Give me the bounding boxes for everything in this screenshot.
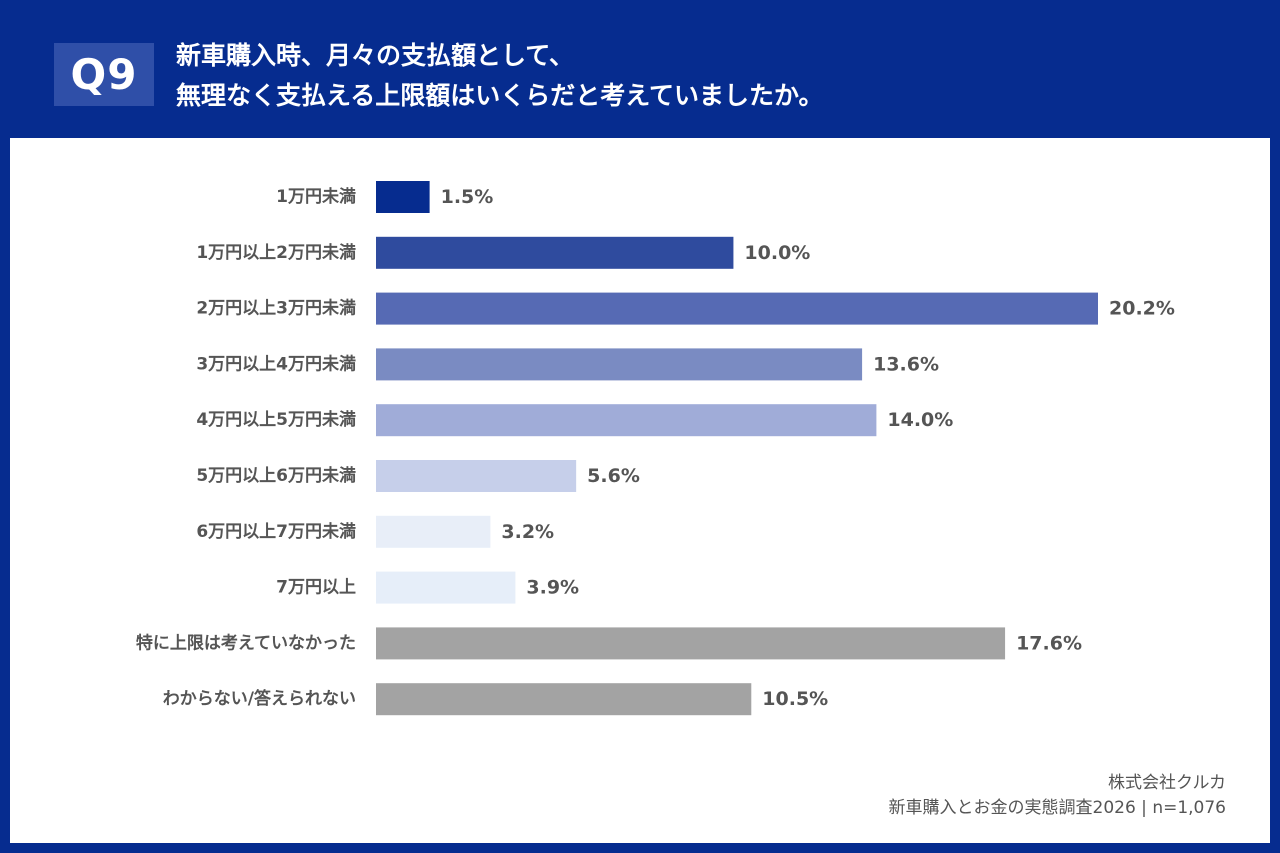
category-label: 5万円以上6万円未満 [196,465,356,486]
bar [376,236,734,269]
company-name: 株式会社クルカ [1108,773,1226,793]
bar [376,683,752,716]
value-label: 1.5% [441,186,494,208]
value-label: 20.2% [1109,298,1175,320]
value-label: 3.2% [501,521,554,543]
bar [376,571,516,604]
category-label: 特に上限は考えていなかった [136,632,356,653]
value-label: 10.5% [762,688,828,710]
bar [376,404,877,437]
category-label: わからない/答えられない [163,688,356,709]
bar [376,627,1006,660]
bar [376,515,491,548]
chart-panel: 1万円未満 1.5% 1万円以上2万円未満 10.0% 2万円以上3万円未満 20.2% 3… [10,138,1270,843]
value-label: 14.0% [887,409,953,431]
category-label: 6万円以上7万円未満 [196,521,356,542]
bar [376,181,430,213]
category-label: 7万円以上 [276,578,356,598]
value-label: 5.6% [587,465,640,487]
value-label: 3.9% [526,577,579,599]
bar [376,292,1098,325]
category-label: 1万円未満 [276,186,356,207]
title-line-2: 無理なく支払える上限額はいくらだと考えていましたか。 [176,81,824,110]
bar [376,348,863,381]
bar [376,460,577,492]
category-label: 4万円以上5万円未満 [196,409,356,430]
value-label: 17.6% [1016,632,1082,654]
header: Q9 新車購入時、月々の支払額として、 無理なく支払える上限額はいくらだと考えて… [0,0,1280,138]
bar-chart: 1万円未満 1.5% 1万円以上2万円未満 10.0% 2万円以上3万円未満 20.2% 3… [136,181,1175,716]
category-label: 2万円以上3万円未満 [196,298,356,319]
category-label: 1万円以上2万円未満 [196,242,356,263]
question-title: 新車購入時、月々の支払額として、 無理なく支払える上限額はいくらだと考えていまし… [176,36,824,116]
value-label: 13.6% [873,353,939,375]
category-label: 3万円以上4万円未満 [196,353,356,374]
title-line-1: 新車購入時、月々の支払額として、 [176,41,575,70]
footer: 株式会社クルカ 新車購入とお金の実態調査2026 | n=1,076 [889,771,1226,821]
survey-source: 新車購入とお金の実態調査2026 | n=1,076 [888,798,1226,818]
question-badge: Q9 [54,43,154,106]
value-label: 10.0% [744,242,810,264]
